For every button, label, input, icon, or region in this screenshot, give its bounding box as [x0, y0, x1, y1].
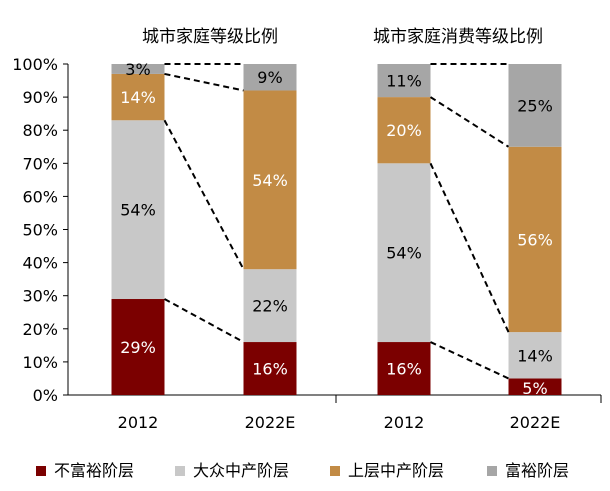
- data-label: 56%: [517, 230, 553, 249]
- data-label: 14%: [517, 346, 553, 365]
- data-label: 9%: [257, 68, 282, 87]
- bar-segment: [111, 299, 165, 395]
- y-tick-label: 40%: [22, 254, 58, 273]
- data-label: 3%: [125, 60, 150, 79]
- y-tick-label: 50%: [22, 221, 58, 240]
- category-label: 2022E: [510, 413, 561, 432]
- bar-segment: [377, 97, 431, 164]
- data-label: 14%: [120, 88, 156, 107]
- y-tick-label: 60%: [22, 187, 58, 206]
- bar-segment: [508, 332, 562, 379]
- bar-segment: [243, 342, 297, 395]
- bar-segment: [243, 90, 297, 270]
- y-tick-label: 20%: [22, 320, 58, 339]
- data-label: 54%: [120, 201, 156, 220]
- data-label: 54%: [252, 171, 288, 190]
- y-tick-label: 70%: [22, 154, 58, 173]
- data-label: 20%: [386, 121, 422, 140]
- y-tick-label: 100%: [12, 55, 58, 74]
- legend-label: 富裕阶层: [505, 461, 569, 480]
- legend-swatch: [175, 466, 185, 476]
- bar-segment: [377, 64, 431, 98]
- connector-line: [164, 72, 244, 92]
- category-label: 2022E: [245, 413, 296, 432]
- y-tick-label: 90%: [22, 88, 58, 107]
- bar-segment: [508, 378, 562, 395]
- data-label: 22%: [252, 297, 288, 316]
- connector-line: [429, 162, 510, 333]
- bar-segment: [111, 73, 165, 121]
- data-label: 25%: [517, 96, 553, 115]
- y-tick-label: 10%: [22, 353, 58, 372]
- panel-title: 城市家庭消费等级比例: [373, 27, 543, 47]
- legend-label: 不富裕阶层: [54, 461, 134, 480]
- panel-title: 城市家庭等级比例: [142, 27, 278, 47]
- legend-label: 上层中产阶层: [348, 461, 444, 480]
- data-label: 16%: [386, 360, 422, 379]
- y-tick-label: 80%: [22, 121, 58, 140]
- data-label: 54%: [386, 244, 422, 263]
- legend-swatch: [330, 466, 340, 476]
- bar-segment: [243, 64, 297, 91]
- connector-line: [429, 96, 510, 148]
- bar-segment: [111, 120, 165, 300]
- legend-label: 大众中产阶层: [193, 461, 289, 480]
- legend-swatch: [36, 466, 46, 476]
- connector-line: [430, 341, 509, 380]
- category-label: 2012: [118, 413, 159, 432]
- data-label: 5%: [522, 379, 547, 398]
- y-tick-label: 30%: [22, 287, 58, 306]
- data-label: 16%: [252, 360, 288, 379]
- data-label: 11%: [386, 72, 422, 91]
- connector-line: [163, 119, 245, 270]
- bar-segment: [508, 64, 562, 147]
- bar-segment: [243, 269, 297, 343]
- bar-segment: [377, 163, 431, 343]
- data-label: 29%: [120, 338, 156, 357]
- connector-line: [164, 298, 244, 343]
- bar-segment: [377, 342, 431, 395]
- bar-segment: [508, 146, 562, 333]
- bar-segment: [111, 64, 165, 74]
- category-label: 2012: [384, 413, 425, 432]
- legend-swatch: [487, 466, 497, 476]
- y-tick-label: 0%: [33, 386, 58, 405]
